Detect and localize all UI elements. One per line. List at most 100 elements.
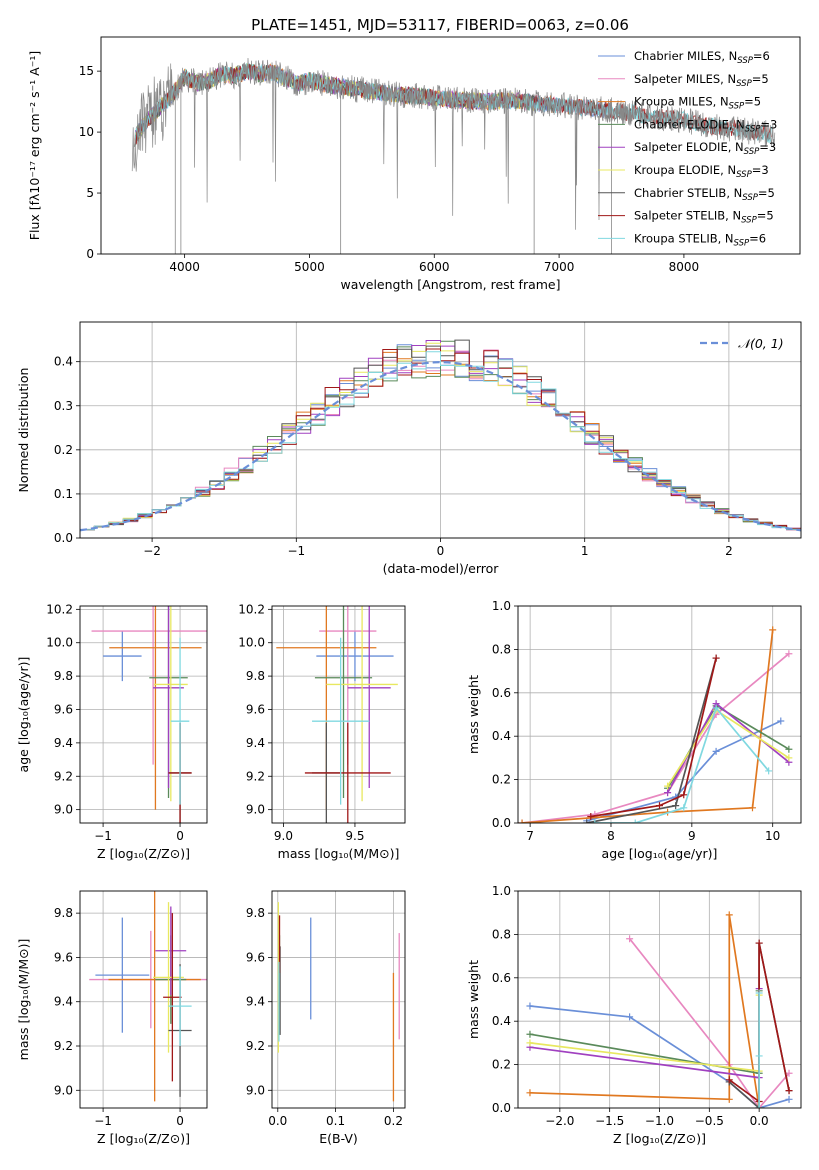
plot-area bbox=[526, 911, 793, 1108]
y-tick-label: 9.6 bbox=[246, 702, 265, 716]
data-marker bbox=[755, 1104, 763, 1108]
y-tick-label: 0.4 bbox=[54, 355, 73, 369]
y-tick-label: 1.0 bbox=[492, 884, 511, 898]
y-tick-label: 9.4 bbox=[246, 995, 265, 1009]
data-marker bbox=[672, 802, 680, 810]
x-tick-label: −1 bbox=[94, 829, 112, 843]
y-tick-label: 15 bbox=[79, 64, 94, 78]
y-tick-label: 9.6 bbox=[54, 950, 73, 964]
y-tick-label: 9.8 bbox=[54, 669, 73, 683]
y-tick-label: 0.2 bbox=[492, 1058, 511, 1072]
y-tick-label: 9.8 bbox=[246, 906, 265, 920]
x-tick-label: 0.2 bbox=[384, 1114, 403, 1128]
y-tick-label: 9.0 bbox=[54, 803, 73, 817]
data-marker bbox=[712, 747, 720, 755]
y-tick-label: 9.6 bbox=[246, 950, 265, 964]
data-marker bbox=[680, 791, 688, 799]
legend-label: Salpeter ELODIE, NSSP=3 bbox=[634, 140, 776, 157]
data-marker bbox=[583, 819, 591, 823]
normal-curve bbox=[80, 360, 801, 532]
data-marker bbox=[785, 745, 793, 753]
x-tick-label: 0.0 bbox=[268, 1114, 287, 1128]
x-tick-label: 9.0 bbox=[274, 829, 293, 843]
y-tick-label: 10.2 bbox=[238, 602, 265, 616]
x-tick-label: 4000 bbox=[169, 260, 200, 274]
y-tick-label: 10.0 bbox=[46, 636, 73, 650]
x-tick-label: 1 bbox=[581, 544, 589, 558]
y-tick-label: 0.2 bbox=[54, 443, 73, 457]
series-line bbox=[521, 653, 790, 823]
data-marker bbox=[591, 819, 599, 823]
y-tick-label: 9.2 bbox=[246, 769, 265, 783]
y-tick-label: 0.2 bbox=[492, 773, 511, 787]
legend-label: Kroupa MILES, NSSP=5 bbox=[634, 95, 761, 112]
x-tick-label: −1 bbox=[287, 544, 305, 558]
data-marker bbox=[765, 767, 773, 775]
legend-label: Salpeter STELIB, NSSP=5 bbox=[634, 209, 774, 226]
x-tick-label: −1.0 bbox=[645, 1114, 674, 1128]
plot-area bbox=[89, 891, 207, 1102]
chart-age-vs-mass: 9.0 9.5 9.0 9.2 9.4 9.6 9.8 10.0 10.2 mass [log₁₀… bbox=[238, 602, 406, 861]
x-tick-label: 10 bbox=[765, 829, 780, 843]
y-tick-label: 9.8 bbox=[54, 906, 73, 920]
legend-label: Salpeter MILES, NSSP=5 bbox=[634, 72, 769, 89]
data-marker bbox=[631, 819, 639, 823]
data-marker bbox=[725, 1076, 733, 1084]
x-tick-label: 0.1 bbox=[326, 1114, 345, 1128]
y-tick-label: 0.6 bbox=[492, 686, 511, 700]
x-tick-label: 8000 bbox=[669, 260, 700, 274]
data-marker bbox=[785, 754, 793, 762]
x-axis-label: (data-model)/error bbox=[383, 561, 500, 576]
data-marker bbox=[680, 804, 688, 812]
y-tick-label: 0.4 bbox=[492, 1014, 511, 1028]
data-marker bbox=[626, 935, 634, 943]
observed-spectrum-line bbox=[131, 57, 776, 230]
x-axis-label: mass [log₁₀(M/M⊙)] bbox=[278, 846, 400, 861]
chart-mass-vs-Z: −1 0 9.0 9.2 9.4 9.6 9.8 Z [log₁₀(Z/Z⊙)] mass [l… bbox=[16, 890, 208, 1146]
x-tick-label: −1.5 bbox=[595, 1114, 624, 1128]
y-axis-label: mass weight bbox=[466, 960, 481, 1039]
data-marker bbox=[712, 704, 720, 712]
data-marker bbox=[526, 1002, 534, 1010]
x-tick-label: −0.5 bbox=[695, 1114, 724, 1128]
data-marker bbox=[748, 804, 756, 812]
y-tick-label: 9.8 bbox=[246, 669, 265, 683]
y-tick-label: 10.0 bbox=[238, 636, 265, 650]
y-tick-label: 9.2 bbox=[54, 769, 73, 783]
legend: Chabrier MILES, NSSP=6 Salpeter MILES, NS… bbox=[598, 49, 777, 248]
y-tick-label: 0.0 bbox=[54, 531, 73, 545]
data-marker bbox=[769, 626, 777, 634]
plot-area bbox=[80, 339, 801, 533]
y-tick-label: 9.6 bbox=[54, 702, 73, 716]
x-tick-label: 9 bbox=[688, 829, 696, 843]
legend-label: Chabrier ELODIE, NSSP=3 bbox=[634, 117, 777, 134]
chart-residuals: −2 −1 0 1 2 0.0 0.1 0.2 0.3 0.4 (data-model)/error… bbox=[16, 321, 802, 576]
x-tick-label: 7000 bbox=[544, 260, 575, 274]
y-tick-label: 9.4 bbox=[54, 995, 73, 1009]
x-axis-label: age [log₁₀(age/yr)] bbox=[602, 846, 718, 861]
axes-frame bbox=[79, 890, 208, 1109]
data-marker bbox=[518, 819, 526, 823]
data-marker bbox=[785, 1069, 793, 1077]
x-axis-label: Z [log₁₀(Z/Z⊙)] bbox=[613, 1131, 706, 1146]
axes-frame bbox=[100, 36, 801, 255]
series-line bbox=[628, 938, 790, 1108]
y-tick-label: 0.1 bbox=[54, 487, 73, 501]
y-axis-label: Normed distribution bbox=[16, 368, 31, 493]
series-line bbox=[521, 629, 774, 823]
chart-massweight-vs-Z: −2.0 −1.5 −1.0 −0.5 0.0 0.0 0.2 0.4 0.6 0.8 1.0 Z [… bbox=[466, 884, 802, 1146]
chart-mass-vs-EBV: 0.0 0.1 0.2 9.0 9.2 9.4 9.6 9.8 E(B-V) bbox=[246, 890, 406, 1146]
axes-frame bbox=[79, 605, 208, 824]
x-tick-label: −1 bbox=[94, 1114, 112, 1128]
y-tick-label: 10 bbox=[79, 125, 94, 139]
x-tick-label: 7 bbox=[526, 829, 534, 843]
legend-label: Chabrier MILES, NSSP=6 bbox=[634, 49, 770, 66]
x-tick-label: −2 bbox=[143, 544, 161, 558]
x-axis-label: E(B-V) bbox=[319, 1131, 358, 1146]
plot-area bbox=[276, 606, 398, 823]
data-marker bbox=[526, 1039, 534, 1047]
chart-age-vs-Z: −1 0 9.0 9.2 9.4 9.6 9.8 10.0 10.2 Z [log₁₀(Z/Z⊙)… bbox=[16, 602, 208, 861]
x-tick-label: 9.5 bbox=[345, 829, 364, 843]
data-marker bbox=[777, 717, 785, 725]
